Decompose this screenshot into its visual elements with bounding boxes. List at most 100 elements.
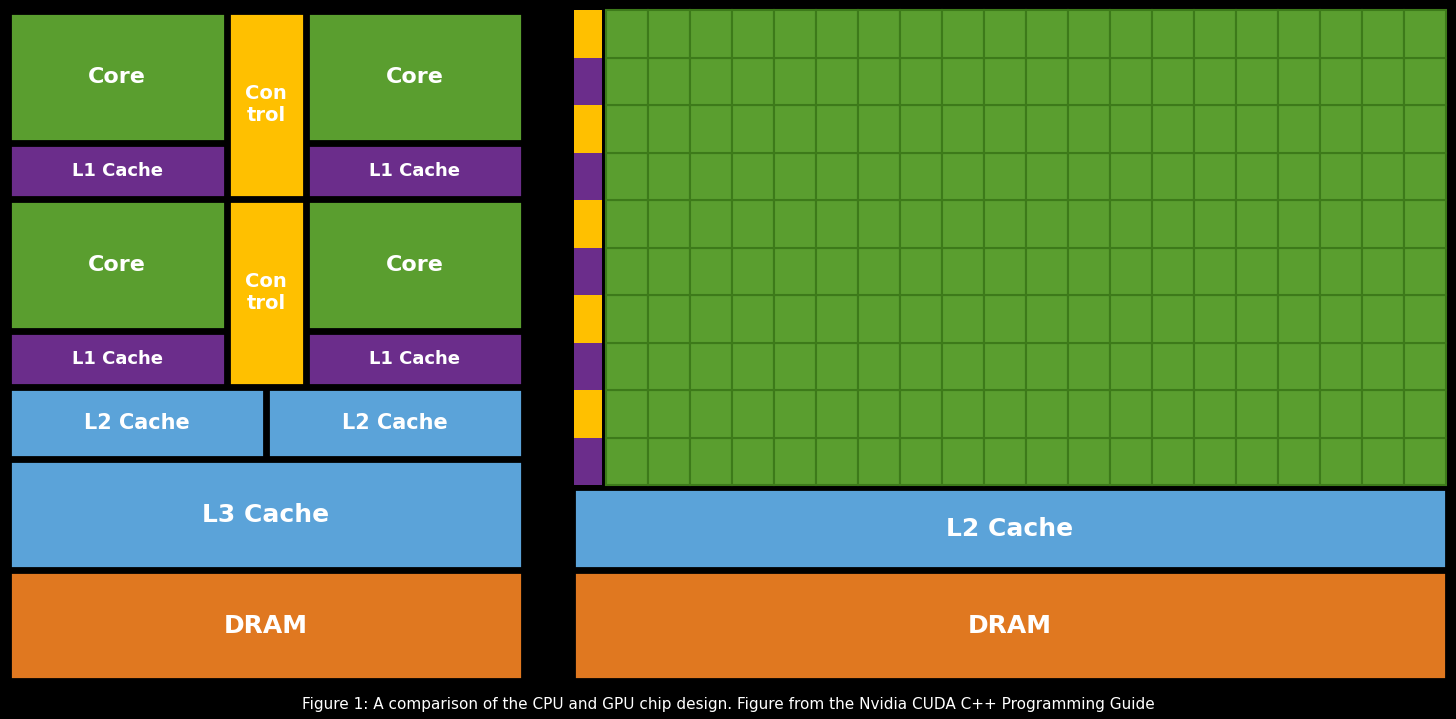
- Bar: [1361, 296, 1404, 343]
- Bar: [815, 296, 858, 343]
- Bar: [10, 572, 523, 679]
- Bar: [1069, 390, 1109, 438]
- Bar: [858, 438, 900, 485]
- Bar: [307, 145, 523, 197]
- Text: L2 Cache: L2 Cache: [342, 413, 448, 433]
- Bar: [648, 152, 690, 200]
- Bar: [1026, 438, 1069, 485]
- Bar: [775, 438, 815, 485]
- Bar: [1278, 200, 1321, 248]
- Bar: [1236, 296, 1278, 343]
- Bar: [1152, 390, 1194, 438]
- Bar: [984, 390, 1026, 438]
- Bar: [1109, 58, 1152, 105]
- Bar: [1321, 390, 1361, 438]
- Bar: [1069, 200, 1109, 248]
- Bar: [574, 200, 601, 248]
- Bar: [984, 248, 1026, 296]
- Bar: [648, 390, 690, 438]
- Bar: [1361, 438, 1404, 485]
- Bar: [732, 248, 775, 296]
- Text: Core: Core: [386, 67, 444, 87]
- Bar: [984, 152, 1026, 200]
- Bar: [775, 343, 815, 390]
- Bar: [574, 58, 601, 105]
- Bar: [942, 152, 984, 200]
- Bar: [1361, 105, 1404, 152]
- Bar: [1069, 248, 1109, 296]
- Bar: [1026, 10, 1069, 58]
- Bar: [1152, 343, 1194, 390]
- Bar: [858, 105, 900, 152]
- Bar: [1194, 58, 1236, 105]
- Bar: [1278, 343, 1321, 390]
- Bar: [1404, 248, 1446, 296]
- Bar: [690, 296, 732, 343]
- Bar: [1152, 10, 1194, 58]
- Bar: [1236, 105, 1278, 152]
- Bar: [858, 248, 900, 296]
- Text: DRAM: DRAM: [224, 613, 309, 638]
- Bar: [815, 390, 858, 438]
- Bar: [1321, 58, 1361, 105]
- Bar: [1026, 248, 1069, 296]
- Bar: [606, 438, 648, 485]
- Bar: [1109, 200, 1152, 248]
- Bar: [1278, 438, 1321, 485]
- Bar: [900, 105, 942, 152]
- Bar: [1026, 105, 1069, 152]
- Bar: [690, 10, 732, 58]
- Bar: [732, 390, 775, 438]
- Bar: [606, 343, 648, 390]
- Bar: [1152, 248, 1194, 296]
- Bar: [942, 248, 984, 296]
- Bar: [690, 105, 732, 152]
- Bar: [1321, 105, 1361, 152]
- Bar: [1278, 105, 1321, 152]
- Bar: [6, 6, 526, 683]
- Bar: [1194, 10, 1236, 58]
- Bar: [1236, 152, 1278, 200]
- Bar: [574, 572, 1446, 679]
- Bar: [229, 13, 303, 197]
- Bar: [1321, 343, 1361, 390]
- Bar: [606, 248, 648, 296]
- Bar: [648, 438, 690, 485]
- Bar: [1026, 296, 1069, 343]
- Bar: [732, 152, 775, 200]
- Bar: [1069, 105, 1109, 152]
- Bar: [574, 105, 601, 152]
- Bar: [858, 390, 900, 438]
- Bar: [815, 10, 858, 58]
- Bar: [268, 389, 523, 457]
- Bar: [942, 296, 984, 343]
- Bar: [648, 343, 690, 390]
- Bar: [900, 296, 942, 343]
- Bar: [1236, 200, 1278, 248]
- Bar: [815, 200, 858, 248]
- Bar: [1236, 438, 1278, 485]
- Bar: [942, 58, 984, 105]
- Bar: [1069, 296, 1109, 343]
- Bar: [900, 438, 942, 485]
- Bar: [732, 10, 775, 58]
- Bar: [690, 248, 732, 296]
- Bar: [648, 105, 690, 152]
- Bar: [690, 390, 732, 438]
- Bar: [1321, 438, 1361, 485]
- Bar: [1026, 343, 1069, 390]
- Bar: [1236, 58, 1278, 105]
- Bar: [775, 248, 815, 296]
- Bar: [229, 201, 303, 385]
- Bar: [1194, 105, 1236, 152]
- Bar: [732, 343, 775, 390]
- Bar: [984, 296, 1026, 343]
- Bar: [1109, 152, 1152, 200]
- Bar: [648, 58, 690, 105]
- Bar: [1278, 296, 1321, 343]
- Bar: [307, 333, 523, 385]
- Bar: [574, 248, 601, 296]
- Bar: [732, 438, 775, 485]
- Text: DRAM: DRAM: [968, 613, 1053, 638]
- Bar: [1152, 58, 1194, 105]
